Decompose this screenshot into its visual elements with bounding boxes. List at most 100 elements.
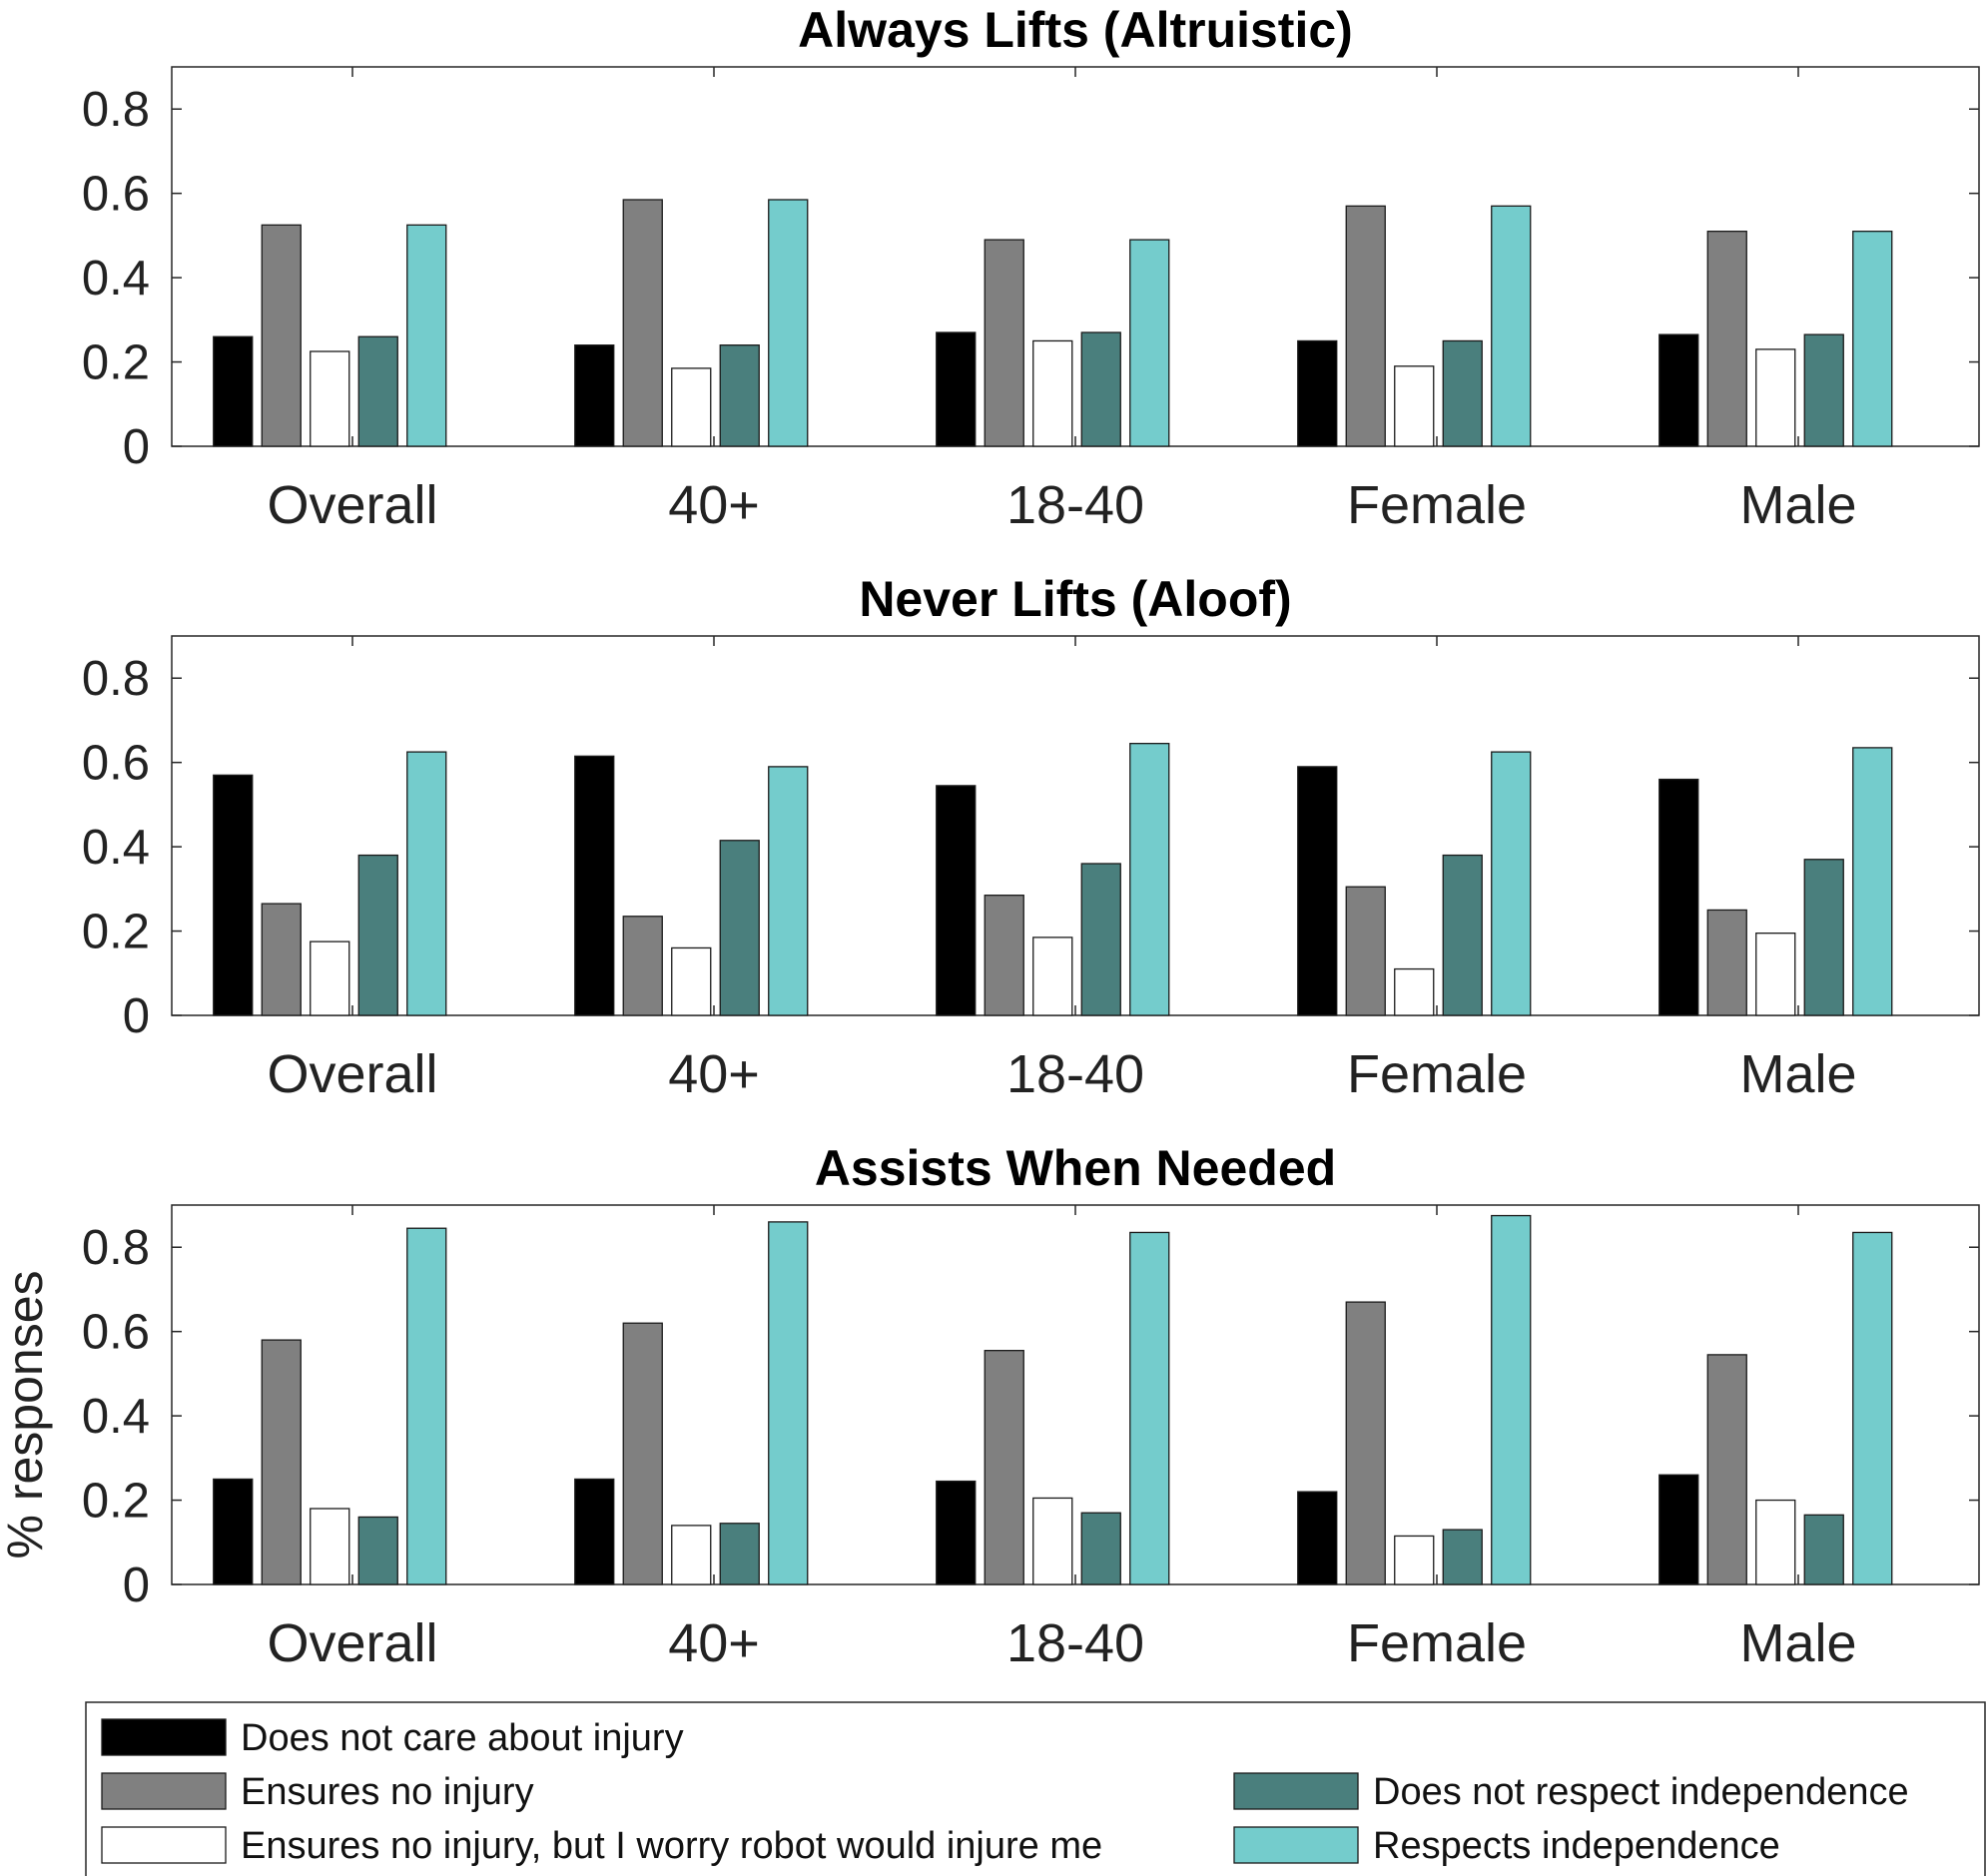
- bar: [984, 895, 1024, 1016]
- bar: [1706, 909, 1747, 1016]
- category-label: Overall: [267, 1613, 437, 1673]
- bar: [1442, 854, 1483, 1016]
- bar: [1080, 863, 1121, 1016]
- bar: [310, 940, 350, 1016]
- legend-swatch: [101, 1772, 227, 1810]
- legend-swatch: [101, 1718, 227, 1756]
- bar: [622, 916, 663, 1016]
- bar: [1394, 365, 1435, 447]
- bar: [1032, 339, 1073, 447]
- y-tick-label: 0.6: [82, 1306, 150, 1360]
- bar: [1852, 231, 1893, 447]
- bar: [936, 331, 977, 447]
- category-label: Overall: [267, 1044, 437, 1104]
- bar: [1032, 1497, 1073, 1585]
- bar: [1442, 339, 1483, 447]
- bar: [1755, 933, 1796, 1016]
- y-tick-label: 0.6: [82, 168, 150, 222]
- bar: [1345, 1301, 1386, 1585]
- bar: [213, 335, 254, 447]
- y-tick-label: 0.4: [82, 1390, 150, 1444]
- bar: [1706, 1354, 1747, 1585]
- y-tick-label: 0.2: [82, 336, 150, 390]
- legend-label: Ensures no injury: [241, 1771, 534, 1813]
- chart-panel-1: Always Lifts (Altruistic) 0 0.2 0.4 0.6 0.8 Ov…: [82, 2, 1980, 535]
- y-axis-label: % responses: [0, 1270, 53, 1559]
- bar: [1803, 333, 1844, 447]
- bar: [406, 1227, 447, 1585]
- bar: [768, 766, 809, 1016]
- bar: [1755, 348, 1796, 447]
- bar: [213, 1478, 254, 1585]
- category-label: Overall: [267, 475, 437, 535]
- bar: [1032, 937, 1073, 1016]
- bar: [357, 854, 398, 1016]
- bar: [1394, 1535, 1435, 1585]
- bar: [1129, 743, 1170, 1016]
- bar: [357, 335, 398, 447]
- bar: [574, 344, 615, 447]
- y-tick-label: 0.4: [82, 821, 150, 875]
- bar: [719, 344, 760, 447]
- bar: [719, 1523, 760, 1585]
- y-tick-label: 0: [123, 989, 150, 1043]
- bar: [1803, 1514, 1844, 1585]
- bar: [671, 1525, 712, 1585]
- bar: [768, 199, 809, 447]
- bar: [261, 903, 302, 1016]
- legend-swatch: [1233, 1826, 1359, 1864]
- category-label: 18-40: [1006, 1613, 1144, 1673]
- bar: [1297, 1491, 1338, 1585]
- legend-label: Ensures no injury, but I worry robot wou…: [241, 1825, 1102, 1867]
- chart-panels: Always Lifts (Altruistic) 0 0.2 0.4 0.6 0.8 Ov…: [0, 2, 1980, 1673]
- category-label: 18-40: [1006, 475, 1144, 535]
- chart-panel-2: Never Lifts (Aloof) 0 0.2 0.4 0.6 0.8 Overall 4…: [82, 571, 1980, 1104]
- y-tick-label: 0: [123, 420, 150, 474]
- bar: [1658, 778, 1699, 1016]
- category-label: 40+: [668, 475, 760, 535]
- bar: [406, 751, 447, 1016]
- bar: [1755, 1499, 1796, 1585]
- bar: [1491, 1214, 1532, 1585]
- bar: [310, 350, 350, 447]
- bar: [261, 1339, 302, 1585]
- bar: [1491, 205, 1532, 447]
- bar: [1129, 1231, 1170, 1585]
- bar: [622, 1322, 663, 1585]
- y-tick-label: 0.2: [82, 1475, 150, 1529]
- bar: [1491, 751, 1532, 1016]
- bar: [984, 239, 1024, 447]
- bar: [261, 224, 302, 447]
- y-tick-label: 0.2: [82, 906, 150, 959]
- category-label: Male: [1739, 1613, 1856, 1673]
- legend-label: Respects independence: [1373, 1825, 1780, 1867]
- bar: [1658, 1474, 1699, 1585]
- bar: [1297, 339, 1338, 447]
- chart-title: Never Lifts (Aloof): [859, 571, 1291, 627]
- y-tick-label: 0.8: [82, 83, 150, 137]
- bar: [574, 755, 615, 1016]
- bar: [1706, 231, 1747, 447]
- category-label: 18-40: [1006, 1044, 1144, 1104]
- bar: [1658, 333, 1699, 447]
- legend-swatch: [101, 1826, 227, 1864]
- chart-panel-3: Assists When Needed 0 0.2 0.4 0.6 0.8 Overall 4…: [0, 1140, 1980, 1673]
- y-tick-label: 0.8: [82, 652, 150, 706]
- bar: [1080, 1512, 1121, 1585]
- bar: [1297, 766, 1338, 1016]
- bar: [213, 774, 254, 1016]
- category-label: Male: [1739, 1044, 1856, 1104]
- bar: [1442, 1529, 1483, 1585]
- bar: [310, 1508, 350, 1585]
- bar: [671, 367, 712, 447]
- y-tick-label: 0.6: [82, 737, 150, 791]
- bar: [768, 1221, 809, 1585]
- bar: [936, 1480, 977, 1585]
- y-tick-label: 0.8: [82, 1221, 150, 1275]
- bar: [936, 785, 977, 1016]
- chart-title: Always Lifts (Altruistic): [798, 2, 1353, 58]
- legend: Does not care about injury Ensures no inj…: [85, 1701, 1986, 1876]
- bar: [1345, 205, 1386, 447]
- bar: [1852, 1231, 1893, 1585]
- bar: [1080, 331, 1121, 447]
